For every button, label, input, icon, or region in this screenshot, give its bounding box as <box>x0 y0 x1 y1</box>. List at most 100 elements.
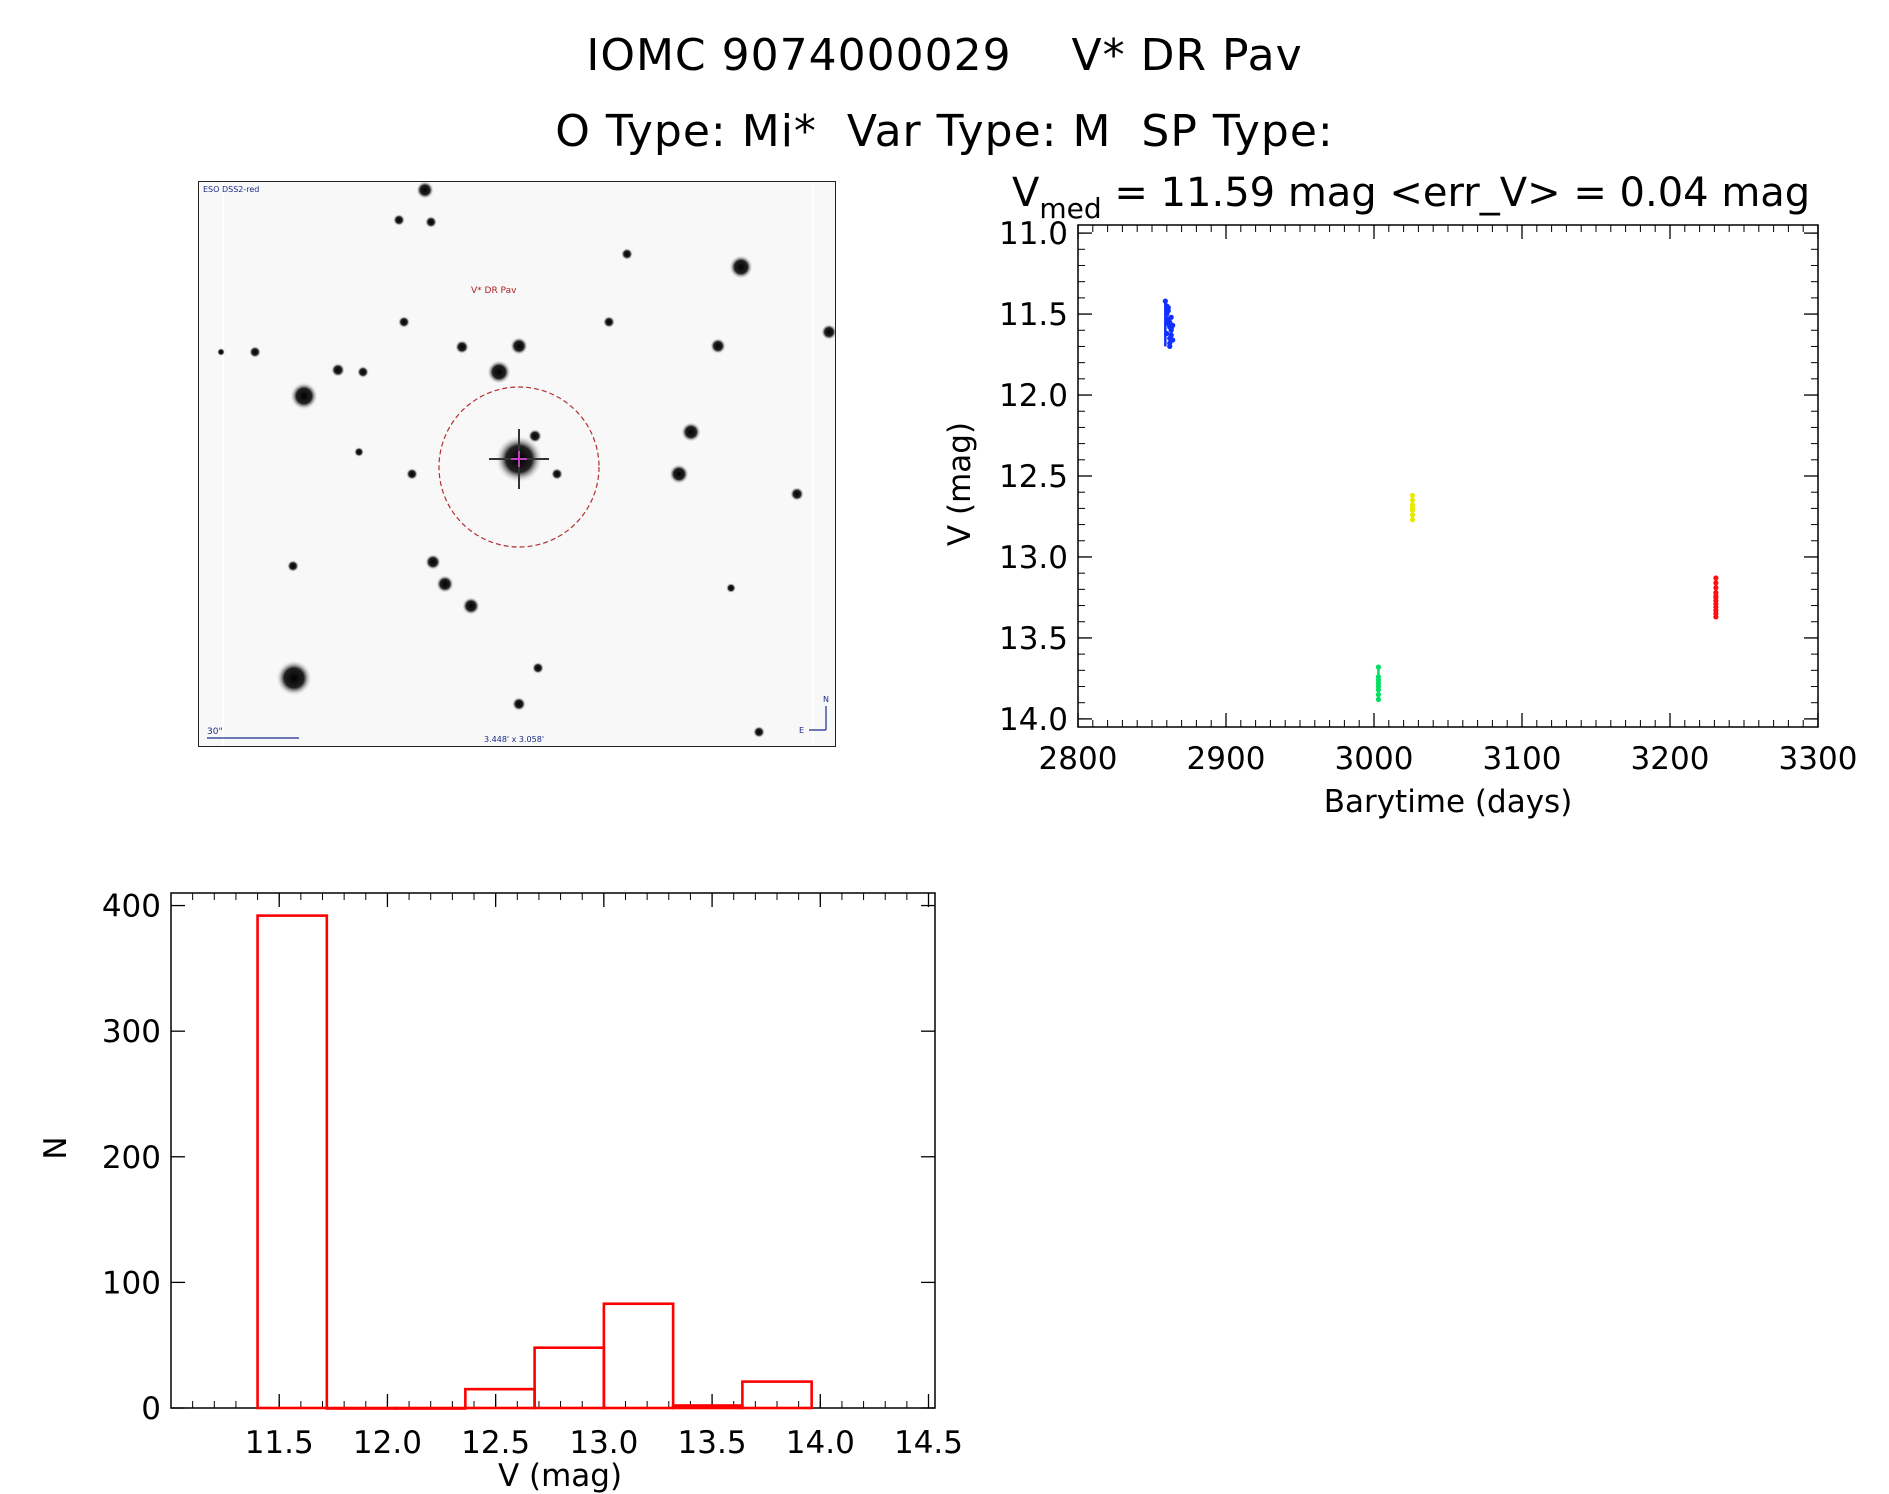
light-curve-xtick-label: 2900 <box>1187 741 1266 777</box>
light-curve-point <box>1713 601 1719 607</box>
histogram-xtick-label: 13.5 <box>678 1425 747 1461</box>
light-curve-xtick-label: 2800 <box>1039 741 1118 777</box>
page-subtitle: O Type: Mi* Var Type: M SP Type: <box>555 106 1334 157</box>
light-curve-point <box>1409 497 1416 503</box>
histogram-frame <box>170 892 936 1409</box>
light-curve-point <box>1375 692 1382 698</box>
histogram-xtick-label: 12.0 <box>353 1425 422 1461</box>
light-curve-title-rest: = 11.59 mag <err_V> = 0.04 mag <box>1102 170 1811 216</box>
light-curve-ytick-label: 13.5 <box>999 621 1068 657</box>
light-curve-point <box>1713 593 1719 599</box>
light-curve-point <box>1713 594 1719 601</box>
finder-chart-svg: ESO DSS2-red V* DR Pav 30" 3.448' x 3.05… <box>199 182 835 746</box>
light-curve-point <box>1713 580 1719 586</box>
light-curve-point <box>1375 677 1382 683</box>
light-curve-point <box>1168 332 1174 338</box>
light-curve-point <box>1375 680 1382 686</box>
scale-label: 30" <box>207 727 223 737</box>
light-curve-point <box>1713 607 1719 614</box>
light-curve-ytick-label: 11.5 <box>999 297 1068 333</box>
light-curve-point <box>1168 326 1174 332</box>
light-curve-ytick-label: 13.0 <box>999 540 1068 576</box>
light-curve-point <box>1164 319 1170 325</box>
field-stars <box>217 182 835 738</box>
fov-label: 3.448' x 3.058' <box>484 735 544 744</box>
target-star <box>489 429 549 489</box>
histogram-bar <box>741 1380 813 1410</box>
light-curve-xlabel: Barytime (days) <box>1324 784 1573 820</box>
light-curve-point <box>1409 517 1416 523</box>
light-curve-ytick-label: 14.0 <box>999 702 1068 738</box>
histogram-bar <box>325 1406 398 1410</box>
histogram-bar <box>671 1404 744 1410</box>
histogram-ytick-label: 200 <box>102 1140 161 1176</box>
light-curve-point <box>1167 340 1173 346</box>
histogram-ylabel: N <box>38 1136 74 1159</box>
light-curve-ytick-label: 12.5 <box>999 459 1068 495</box>
histogram-ytick-label: 100 <box>102 1265 161 1301</box>
light-curve-point <box>1164 311 1170 317</box>
histogram-bar <box>602 1302 675 1410</box>
histogram-xlabel: V (mag) <box>498 1458 622 1494</box>
histogram-ytick-label: 0 <box>141 1391 161 1427</box>
light-curve-point <box>1409 512 1416 518</box>
light-curve-point <box>1713 614 1719 620</box>
histogram-xtick-label: 13.0 <box>569 1425 638 1461</box>
histogram-bar <box>256 914 329 1410</box>
light-curve-point <box>1409 502 1416 508</box>
light-curve-point <box>1170 337 1176 343</box>
light-curve-point <box>1164 303 1170 309</box>
light-curve-xtick-label: 3200 <box>1631 741 1710 777</box>
light-curve-point <box>1167 319 1173 325</box>
light-curve-point <box>1167 324 1173 330</box>
light-curve-point <box>1168 327 1174 333</box>
light-curve-point <box>1165 308 1171 314</box>
light-curve-point <box>1713 585 1719 591</box>
histogram-ytick-label: 400 <box>102 889 161 925</box>
histogram-xtick-label: 12.5 <box>461 1425 530 1461</box>
histogram-ytick-label: 300 <box>102 1014 161 1050</box>
light-curve-point <box>1167 343 1173 350</box>
light-curve-xtick-label: 3000 <box>1335 741 1414 777</box>
light-curve-point <box>1168 314 1174 320</box>
light-curve-point <box>1375 687 1382 693</box>
histogram-xtick-label: 11.5 <box>245 1425 314 1461</box>
light-curve-ytick-label: 11.0 <box>999 216 1068 252</box>
light-curve-point <box>1375 664 1382 670</box>
light-curve-title-sub: med <box>1039 192 1101 225</box>
light-curve-point <box>1713 604 1719 610</box>
north-label: N <box>823 695 829 704</box>
light-curve-point <box>1713 611 1719 617</box>
histogram-xtick-label: 14.5 <box>894 1425 963 1461</box>
light-curve-ylabel: V (mag) <box>942 422 978 546</box>
light-curve-point <box>1713 598 1719 604</box>
histogram-bar <box>394 1406 467 1410</box>
object-label: V* DR Pav <box>471 286 517 296</box>
light-curve-title: Vmed = 11.59 mag <err_V> = 0.04 mag <box>1012 170 1810 225</box>
light-curve-point <box>1167 335 1173 341</box>
light-curve-point <box>1375 674 1382 680</box>
histogram-xtick-label: 14.0 <box>786 1425 855 1461</box>
target-aperture-circle <box>438 386 600 548</box>
light-curve-point <box>1713 575 1719 581</box>
light-curve-title-main: V <box>1012 170 1040 216</box>
light-curve-point <box>1713 589 1719 596</box>
page-title: IOMC 9074000029 V* DR Pav <box>586 30 1303 81</box>
light-curve-point <box>1165 321 1171 327</box>
light-curve-xtick-label: 3300 <box>1779 741 1858 777</box>
light-curve-point <box>1375 683 1382 690</box>
light-curve-frame <box>1077 224 1819 728</box>
east-label: E <box>799 726 804 735</box>
light-curve-point <box>1165 304 1171 311</box>
finder-chart-image: ESO DSS2-red V* DR Pav 30" 3.448' x 3.05… <box>198 181 836 747</box>
survey-label: ESO DSS2-red <box>203 185 259 194</box>
light-curve-point <box>1375 696 1382 703</box>
light-curve-point <box>1164 330 1170 337</box>
light-curve-point <box>1170 322 1176 328</box>
histogram-bar <box>464 1387 536 1410</box>
light-curve-point <box>1409 505 1416 511</box>
light-curve-point <box>1165 316 1171 322</box>
light-curve-ytick-label: 12.0 <box>999 378 1068 414</box>
histogram-bar <box>533 1346 606 1410</box>
light-curve-point <box>1162 298 1168 304</box>
